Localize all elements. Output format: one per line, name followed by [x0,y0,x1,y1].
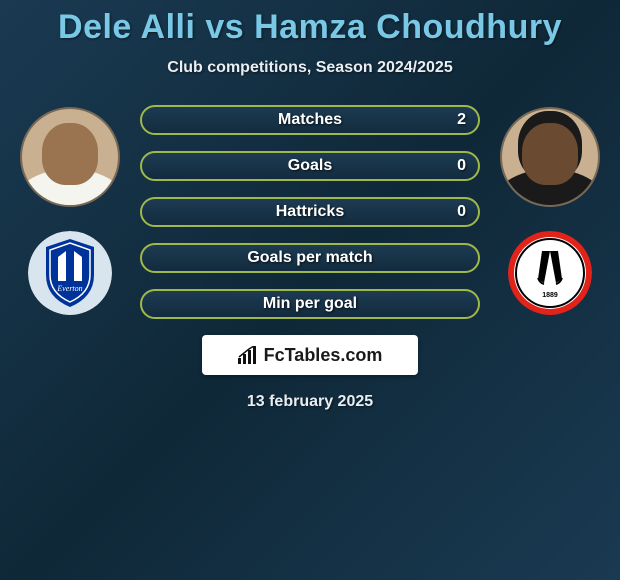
player-head-left [42,123,98,185]
stat-bar: Goals 0 [140,151,480,181]
stat-value-right: 0 [457,157,466,175]
page-title: Dele Alli vs Hamza Choudhury [58,8,562,47]
club-badge-left: Everton [28,231,112,315]
comparison-card: Dele Alli vs Hamza Choudhury Club compet… [0,0,620,411]
stat-value-right: 0 [457,203,466,221]
stat-label: Goals per match [247,249,372,267]
player-photo-left [20,107,120,207]
stats-column: Matches 2 Goals 0 Hattricks 0 [130,105,490,319]
main-row: Everton Matches 2 Goals 0 [0,105,620,319]
everton-crest-icon: Everton [28,231,112,315]
page-subtitle: Club competitions, Season 2024/2025 [167,59,452,77]
stat-label: Goals [288,157,332,175]
stat-bar: Hattricks 0 [140,197,480,227]
bar-chart-icon [238,346,258,364]
stat-bar: Matches 2 [140,105,480,135]
stat-label: Min per goal [263,295,357,313]
stat-bar: Goals per match [140,243,480,273]
stat-label: Hattricks [276,203,344,221]
stat-value-right: 2 [457,111,466,129]
stat-label: Matches [278,111,342,129]
svg-text:1889: 1889 [542,292,558,299]
right-column: 1889 [490,105,610,315]
player-photo-right [500,107,600,207]
club-badge-right: 1889 [508,231,592,315]
stat-bar: Min per goal [140,289,480,319]
sheffield-united-crest-icon: 1889 [508,231,592,315]
footer-date: 13 february 2025 [247,393,373,411]
player-head-right [522,123,578,185]
svg-text:Everton: Everton [56,284,82,293]
left-column: Everton [10,105,130,315]
brand-text: FcTables.com [264,345,383,366]
footer-logo: FcTables.com [202,335,418,375]
